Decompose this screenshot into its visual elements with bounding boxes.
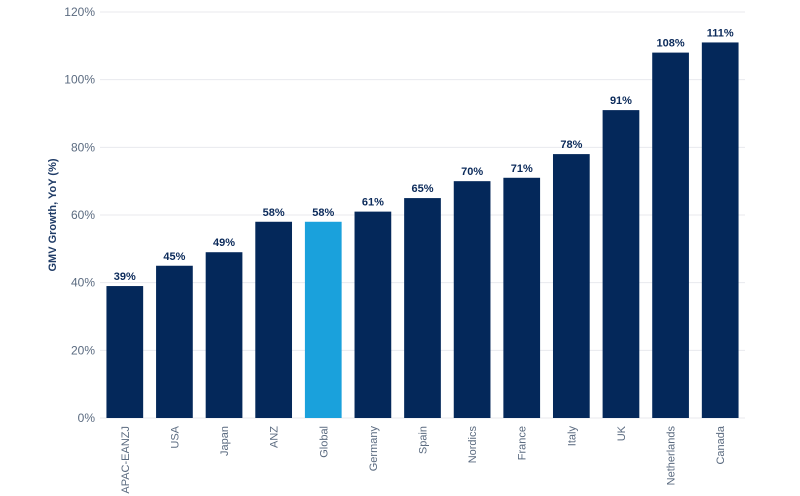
x-tick-label: Spain <box>418 426 430 454</box>
y-axis-title: GMV Growth, YoY (%) <box>47 158 59 271</box>
bar <box>106 286 144 418</box>
data-label: 58% <box>263 207 285 219</box>
x-tick-label: Canada <box>715 425 727 464</box>
data-label: 78% <box>560 139 582 151</box>
x-tick-label: Nordics <box>467 426 479 464</box>
y-tick-label: 60% <box>71 208 95 222</box>
x-tick-label: Japan <box>219 426 231 456</box>
x-axis-categories: APAC-EANZJ USA Japan ANZ Global Germany Spain N… <box>120 425 727 494</box>
bar <box>503 177 541 418</box>
x-tick-label: Germany <box>368 426 380 472</box>
y-tick-label: 40% <box>71 276 95 290</box>
y-tick-label: 100% <box>64 73 95 87</box>
data-label: 111% <box>707 27 734 39</box>
bar <box>354 211 392 418</box>
data-labels: 39% 45% 49% 58% 58% 61% 65% 70% 71% 78% 91% 108% 111… <box>114 27 734 283</box>
y-tick-label: 20% <box>71 343 95 357</box>
data-label: 61% <box>362 197 384 209</box>
data-label: 70% <box>461 166 483 178</box>
x-tick-label: Global <box>318 426 330 458</box>
bar <box>205 252 243 418</box>
bar <box>453 181 491 418</box>
bars <box>106 42 739 418</box>
bar <box>255 221 293 418</box>
data-label: 58% <box>312 207 334 219</box>
data-label: 108% <box>657 38 685 50</box>
bar <box>404 198 441 418</box>
bar <box>652 52 689 418</box>
data-label: 91% <box>610 95 632 107</box>
x-tick-label: ANZ <box>269 426 281 448</box>
data-label: 45% <box>163 251 185 263</box>
y-tick-label: 80% <box>71 140 95 154</box>
data-label: 49% <box>213 237 235 249</box>
bar <box>701 42 739 418</box>
data-label: 39% <box>114 271 136 283</box>
bar <box>602 110 640 418</box>
x-tick-label: APAC-EANZJ <box>120 426 132 494</box>
x-tick-label: USA <box>169 425 181 448</box>
data-label: 71% <box>511 163 533 175</box>
x-tick-label: Italy <box>566 426 578 447</box>
bar <box>304 221 342 418</box>
bar <box>156 265 193 418</box>
x-tick-label: France <box>517 426 529 460</box>
y-tick-label: 0% <box>78 411 96 425</box>
x-tick-label: UK <box>616 425 628 441</box>
x-tick-label: Netherlands <box>666 426 678 486</box>
y-tick-label: 120% <box>64 5 95 19</box>
data-label: 65% <box>411 183 433 195</box>
y-axis-ticks: 0% 20% 40% 60% 80% 100% 120% <box>64 5 95 425</box>
bar <box>552 154 590 418</box>
